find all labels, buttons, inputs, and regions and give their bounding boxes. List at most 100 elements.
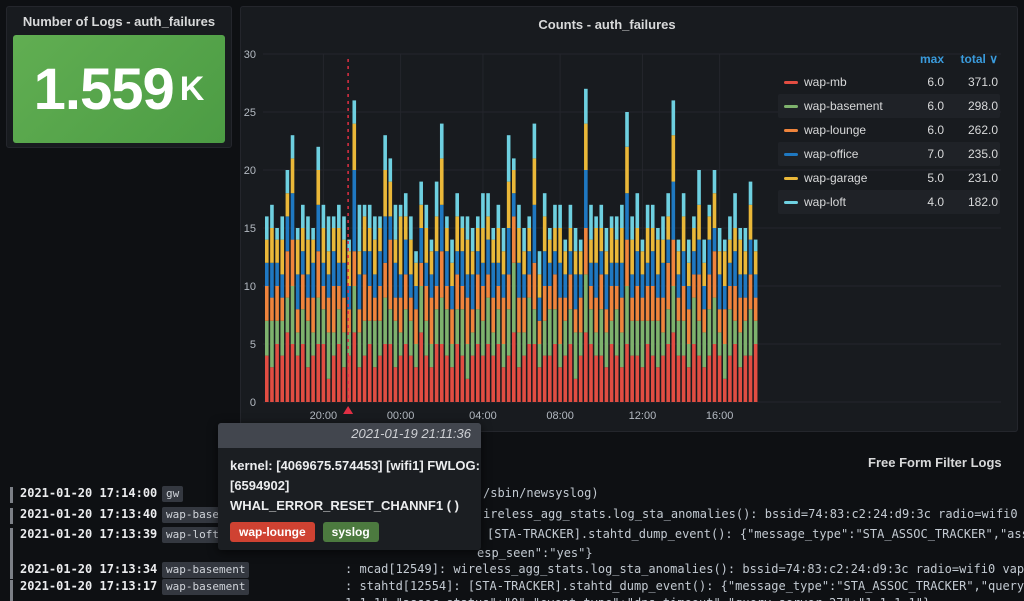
log-host-chip[interactable]: wap-basement [162,579,249,595]
bar-segment[interactable] [512,263,516,333]
bar-segment[interactable] [692,274,696,297]
bar-segment[interactable] [599,251,603,274]
bar-segment[interactable] [466,298,470,344]
bar-segment[interactable] [389,182,393,217]
bar-segment[interactable] [584,89,588,124]
bar-segment[interactable] [270,367,274,402]
bar-segment[interactable] [687,240,691,263]
bar-segment[interactable] [466,240,470,275]
bar-segment[interactable] [641,240,645,252]
bar-segment[interactable] [373,321,377,367]
bar-segment[interactable] [270,298,274,321]
bar-segment[interactable] [744,356,748,402]
bar-segment[interactable] [316,344,320,402]
bar-segment[interactable] [672,100,676,135]
bar-segment[interactable] [672,240,676,286]
bar-segment[interactable] [713,193,717,228]
bar-segment[interactable] [728,240,732,263]
bar-segment[interactable] [301,309,305,344]
legend-series-label[interactable]: wap-loft [804,195,902,209]
bar-segment[interactable] [502,228,506,251]
bar-segment[interactable] [332,286,336,332]
bar-segment[interactable] [507,182,511,228]
bar-segment[interactable] [687,263,691,286]
bar-segment[interactable] [672,182,676,240]
bar-segment[interactable] [280,356,284,402]
bar-segment[interactable] [522,228,526,251]
bar-segment[interactable] [661,298,665,333]
bar-segment[interactable] [394,240,398,263]
bar-segment[interactable] [327,216,331,251]
bar-segment[interactable] [538,367,542,402]
bar-segment[interactable] [610,344,614,402]
bar-segment[interactable] [713,344,717,402]
bar-segment[interactable] [620,228,624,263]
bar-segment[interactable] [316,205,320,251]
bar-segment[interactable] [358,205,362,251]
bar-segment[interactable] [404,240,408,275]
bar-segment[interactable] [605,332,609,367]
bar-segment[interactable] [445,228,449,251]
bar-segment[interactable] [491,240,495,263]
bar-segment[interactable] [286,298,290,333]
bar-segment[interactable] [744,274,748,297]
bar-segment[interactable] [563,240,567,252]
bar-segment[interactable] [327,274,331,297]
log-row[interactable]: 1.1.1","assoc_status":"0","event_type":"… [0,596,1024,601]
bar-segment[interactable] [378,228,382,251]
bar-segment[interactable] [697,274,701,320]
bar-segment[interactable] [322,344,326,402]
bar-segment[interactable] [461,356,465,402]
bar-segment[interactable] [553,274,557,309]
bar-segment[interactable] [522,251,526,274]
bar-segment[interactable] [718,332,722,355]
bar-segment[interactable] [558,344,562,367]
bar-segment[interactable] [270,321,274,367]
bar-segment[interactable] [301,344,305,402]
bar-segment[interactable] [445,216,449,228]
bar-segment[interactable] [615,356,619,402]
bar-segment[interactable] [538,321,542,344]
bar-segment[interactable] [646,263,650,286]
bar-segment[interactable] [543,251,547,286]
bar-segment[interactable] [672,286,676,332]
bar-segment[interactable] [383,216,387,262]
bar-segment[interactable] [718,274,722,309]
log-host-chip[interactable]: wap-basement [162,562,249,578]
bar-segment[interactable] [682,216,686,251]
bar-segment[interactable] [692,251,696,274]
bar-segment[interactable] [733,251,737,286]
bar-segment[interactable] [605,274,609,309]
bar-segment[interactable] [497,286,501,309]
bar-segment[interactable] [569,205,573,228]
bar-segment[interactable] [517,263,521,298]
bar-segment[interactable] [430,251,434,274]
bar-segment[interactable] [692,344,696,402]
bar-segment[interactable] [430,274,434,297]
bar-segment[interactable] [409,216,413,239]
bar-segment[interactable] [409,274,413,297]
bar-segment[interactable] [378,356,382,402]
bar-segment[interactable] [373,216,377,239]
bar-segment[interactable] [435,286,439,309]
bar-segment[interactable] [378,321,382,356]
legend-series-label[interactable]: wap-lounge [804,123,902,137]
bar-segment[interactable] [738,332,742,367]
bar-segment[interactable] [404,309,408,344]
bar-segment[interactable] [368,251,372,286]
bar-segment[interactable] [733,228,737,251]
bar-segment[interactable] [605,228,609,251]
bar-segment[interactable] [543,321,547,356]
bar-segment[interactable] [744,321,748,356]
bar-segment[interactable] [296,240,300,275]
bar-segment[interactable] [579,356,583,402]
bar-segment[interactable] [708,216,712,239]
bar-segment[interactable] [620,367,624,402]
bar-segment[interactable] [697,205,701,240]
bar-segment[interactable] [749,309,753,355]
bar-segment[interactable] [419,182,423,205]
bar-segment[interactable] [363,205,367,217]
bar-segment[interactable] [708,240,712,275]
bar-segment[interactable] [615,286,619,309]
bar-segment[interactable] [491,356,495,402]
